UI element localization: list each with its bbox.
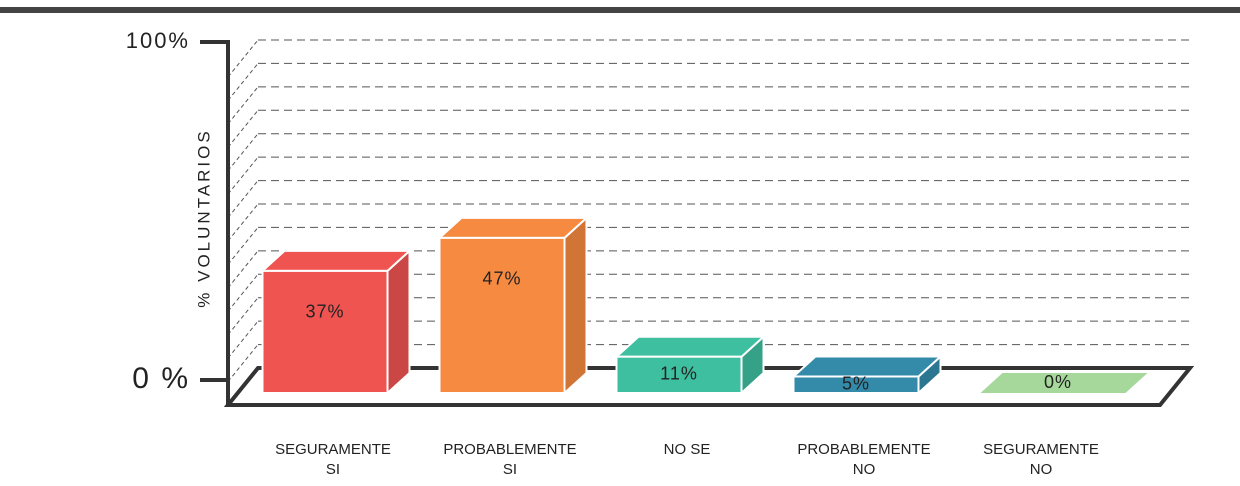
x-tick-label: PROBABLEMENTE SI <box>443 441 577 478</box>
depth-dash <box>227 297 259 336</box>
depth-dash <box>227 133 259 172</box>
value-label: 47% <box>482 269 521 289</box>
depth-dash <box>227 63 259 101</box>
bar-front <box>792 375 920 394</box>
value-label: 5% <box>842 374 870 394</box>
bar-top <box>259 249 413 272</box>
bar <box>259 248 413 396</box>
bar-side <box>563 215 588 396</box>
y-axis-label: % VOLUNTARIOS <box>194 128 213 307</box>
top-rule <box>0 7 1240 13</box>
bar-top <box>980 373 1148 393</box>
depth-dash <box>227 39 259 78</box>
value-label: 37% <box>305 302 344 322</box>
depth-dash <box>227 180 259 218</box>
depth-dash <box>227 156 259 195</box>
bar-side <box>386 248 411 396</box>
floor <box>223 366 1195 407</box>
x-tick-label: SEGURAMENTE NO <box>983 441 1099 478</box>
bar <box>790 354 944 396</box>
bar-front <box>261 269 389 394</box>
bar-top <box>613 335 767 358</box>
depth-dash <box>227 344 259 382</box>
depth-dash <box>227 86 259 125</box>
y-tick-label: 0 % <box>132 362 190 395</box>
depth-dash <box>227 320 259 359</box>
bar <box>980 373 1148 393</box>
depth-dash <box>227 273 259 312</box>
depth-dash <box>227 203 259 242</box>
value-label: 11% <box>660 364 698 384</box>
bar <box>436 215 590 396</box>
y-tick-label: 100% <box>126 28 190 53</box>
depth-dash <box>227 250 259 289</box>
bar <box>613 334 767 396</box>
bar-front <box>438 236 566 394</box>
x-tick-label: SEGURAMENTE SI <box>275 441 391 478</box>
bar-front <box>615 355 743 395</box>
x-tick-label: NO SE <box>663 441 711 458</box>
x-tick-label: PROBABLEMENTE NO <box>797 441 931 478</box>
value-label: 0% <box>1044 372 1072 392</box>
depth-dash <box>227 109 259 148</box>
bar-top <box>436 216 590 239</box>
depth-dash <box>227 227 259 265</box>
